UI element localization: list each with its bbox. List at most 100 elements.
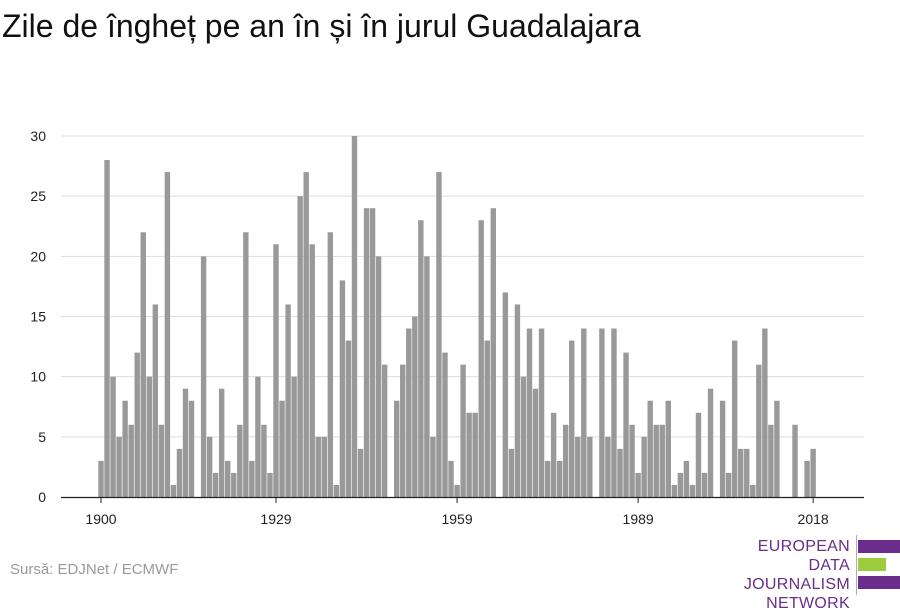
bar-1996 — [677, 472, 684, 497]
bar-1977 — [562, 424, 569, 497]
bar-1941 — [345, 340, 352, 497]
logo-line-2: DATA JOURNALISM — [743, 557, 850, 593]
bar-1917 — [200, 256, 207, 497]
bar-1965 — [490, 208, 496, 497]
y-tick-label-5: 5 — [38, 429, 46, 445]
logo-bar-purple-bottom — [858, 576, 900, 589]
bar-1902 — [110, 376, 116, 497]
chart-title: Zile de îngheț pe an în și în jurul Guad… — [2, 8, 641, 44]
bar-1901 — [104, 160, 110, 497]
y-tick-label-10: 10 — [30, 369, 46, 385]
bar-1957 — [442, 352, 448, 497]
bar-1909 — [152, 304, 159, 497]
bar-1984 — [605, 436, 611, 497]
bar-1994 — [665, 400, 671, 497]
bar-2006 — [738, 448, 744, 497]
frost-days-bar-chart: 0 5 10 15 20 25 30 1900 1929 1959 1989 2018 — [30, 128, 864, 527]
y-axis-ticks: 0 5 10 15 20 25 30 — [30, 128, 46, 505]
logo-line-1: EUROPEAN — [757, 538, 850, 555]
bar-2005 — [731, 340, 738, 497]
bar-1919 — [212, 472, 219, 497]
bar-1940 — [339, 280, 346, 497]
bar-1953 — [418, 220, 424, 498]
bar-1956 — [436, 172, 442, 497]
bar-1900 — [98, 460, 104, 497]
bar-1988 — [629, 424, 635, 497]
bar-1931 — [285, 304, 291, 497]
bar-1974 — [544, 460, 551, 497]
bar-1959 — [454, 484, 460, 497]
bar-2009 — [756, 364, 762, 497]
x-tick-label-1900: 1900 — [85, 511, 116, 527]
bar-2008 — [750, 484, 756, 497]
bar-1915 — [188, 400, 195, 497]
bar-1936 — [315, 436, 321, 497]
bar-1962 — [472, 412, 478, 497]
bar-1903 — [116, 436, 122, 497]
bar-1913 — [176, 448, 183, 497]
bar-1935 — [309, 244, 315, 497]
bar-1928 — [267, 472, 273, 497]
bar-1952 — [412, 316, 418, 497]
bar-1918 — [206, 436, 213, 497]
bar-1946 — [375, 256, 382, 497]
bar-1987 — [623, 352, 629, 497]
bar-1949 — [394, 400, 400, 497]
bar-1961 — [466, 412, 472, 497]
bar-1939 — [333, 484, 340, 497]
bar-1980 — [581, 328, 587, 497]
bar-1990 — [641, 436, 647, 497]
bar-1929 — [273, 244, 279, 497]
bar-1921 — [225, 460, 231, 497]
bar-1963 — [478, 220, 484, 498]
bars — [98, 136, 816, 498]
bar-1997 — [683, 460, 690, 497]
bar-1989 — [635, 472, 641, 497]
bar-1993 — [659, 424, 665, 497]
logo-bar-purple-top — [858, 540, 900, 553]
y-tick-label-20: 20 — [30, 248, 46, 264]
bar-1964 — [484, 340, 490, 497]
bar-1920 — [219, 388, 225, 497]
y-tick-label-15: 15 — [30, 309, 46, 325]
bar-1973 — [538, 328, 545, 497]
bar-2015 — [792, 424, 798, 497]
bar-1950 — [400, 364, 406, 497]
bar-1972 — [532, 388, 539, 497]
bar-1925 — [249, 460, 255, 497]
bar-1922 — [231, 472, 237, 497]
bar-1938 — [327, 232, 334, 497]
bar-1947 — [381, 364, 388, 497]
edjnet-logo: EUROPEAN DATA JOURNALISM NETWORK — [700, 535, 900, 612]
bar-1942 — [351, 136, 358, 497]
bar-1943 — [357, 448, 364, 497]
bar-1924 — [243, 232, 249, 497]
bar-1970 — [520, 376, 527, 497]
bar-1951 — [406, 328, 412, 497]
bar-1912 — [170, 484, 177, 497]
bar-1967 — [502, 292, 509, 497]
bar-1904 — [122, 400, 128, 497]
bar-1955 — [430, 436, 436, 497]
bar-1927 — [261, 424, 267, 497]
bar-2001 — [707, 388, 714, 497]
bar-1986 — [617, 448, 623, 497]
bar-1969 — [514, 304, 521, 497]
bar-1999 — [695, 412, 702, 497]
bar-1907 — [140, 232, 146, 497]
bar-1910 — [158, 424, 165, 497]
bar-1944 — [363, 208, 370, 497]
bar-1983 — [599, 328, 605, 497]
bar-1934 — [303, 172, 309, 497]
bar-1976 — [556, 460, 563, 497]
logo-line-3: NETWORK — [766, 595, 850, 612]
bar-2000 — [701, 472, 708, 497]
bar-1998 — [689, 484, 696, 497]
bar-1923 — [237, 424, 243, 497]
x-tick-label-1989: 1989 — [623, 511, 654, 527]
bar-2003 — [719, 400, 726, 497]
bar-1914 — [182, 388, 189, 497]
bar-1905 — [128, 424, 134, 497]
bar-1908 — [146, 376, 152, 497]
bar-1979 — [575, 436, 581, 497]
